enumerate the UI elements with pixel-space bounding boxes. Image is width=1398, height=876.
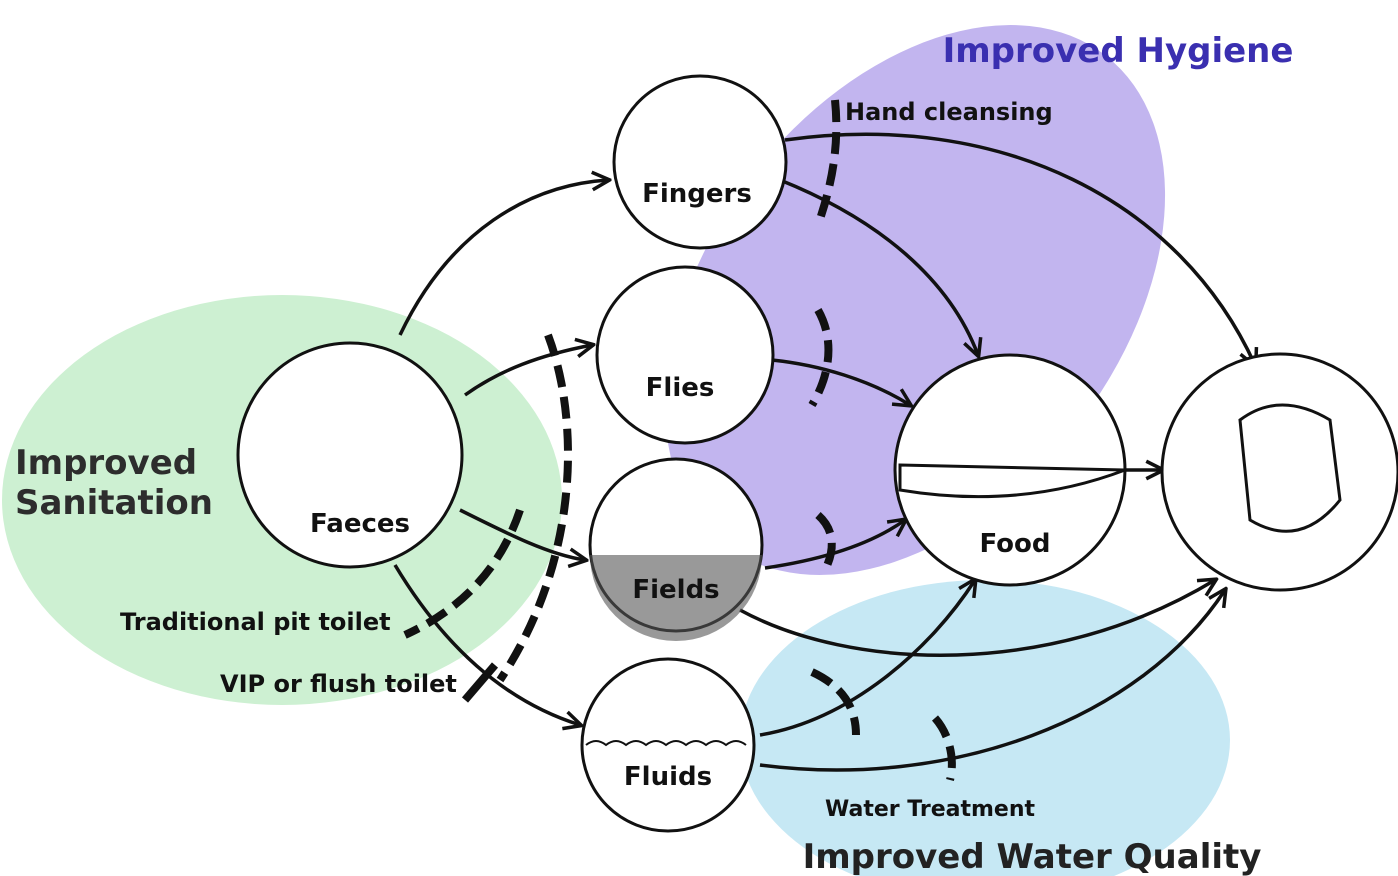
diagram: Improved Hygiene Improved Sanitation Imp… xyxy=(0,0,1398,876)
fluids-node xyxy=(582,659,754,831)
node-label: Fields xyxy=(632,575,719,605)
node-label: Flies xyxy=(646,373,715,403)
person-node xyxy=(1162,354,1398,590)
node-label: Fingers xyxy=(642,179,752,209)
barrier-label: VIP or flush toilet xyxy=(220,670,457,698)
barrier-label: Traditional pit toilet xyxy=(120,608,391,636)
flies-node xyxy=(597,267,773,443)
barrier-label: Water Treatment xyxy=(825,797,1036,822)
node-label: Faeces xyxy=(310,509,410,539)
zone-label: Sanitation xyxy=(15,483,213,523)
zone-label: Improved Water Quality xyxy=(803,837,1262,876)
zone-label: Improved Hygiene xyxy=(943,31,1294,71)
node-label: Food xyxy=(979,529,1050,559)
fingers-node xyxy=(614,76,786,248)
zone-label: Improved xyxy=(15,443,197,483)
barrier-label: Hand cleansing xyxy=(845,98,1053,126)
water-zone xyxy=(740,580,1230,876)
node-label: Fluids xyxy=(624,762,712,792)
